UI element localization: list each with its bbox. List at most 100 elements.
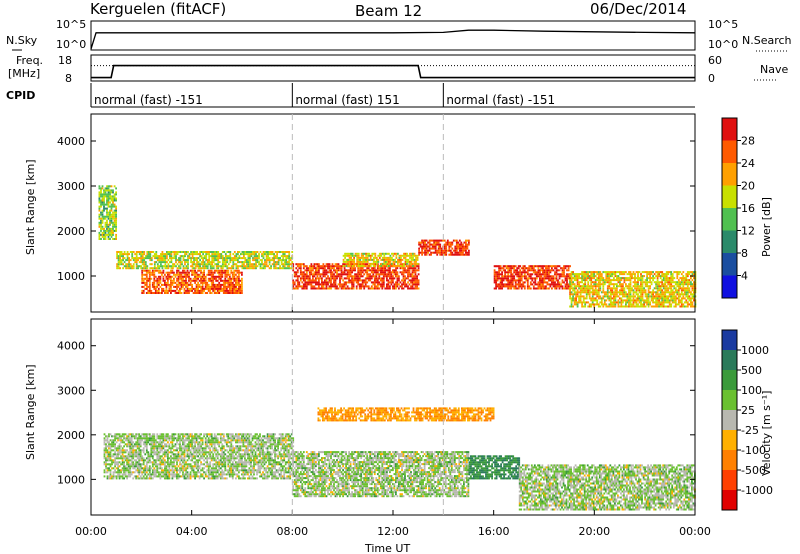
data-cell — [156, 257, 159, 260]
data-cell — [386, 265, 389, 267]
data-cell — [408, 279, 411, 282]
data-cell — [191, 269, 193, 272]
data-cell — [139, 455, 142, 458]
data-cell — [113, 219, 116, 222]
data-cell — [519, 281, 522, 284]
data-cell — [635, 299, 638, 302]
data-cell — [161, 283, 163, 286]
data-cell — [129, 447, 132, 450]
data-cell — [170, 255, 173, 258]
data-cell — [230, 281, 233, 284]
data-cell — [460, 253, 463, 256]
data-cell — [655, 293, 657, 296]
data-cell — [343, 287, 346, 290]
data-cell — [170, 253, 173, 256]
data-cell — [296, 277, 299, 280]
noise-panel: N.Sky 10^5 10^0 10^5 10^0 N.Search — [6, 18, 792, 52]
data-cell — [112, 199, 114, 202]
data-cell — [103, 231, 105, 234]
data-cell — [138, 467, 141, 470]
data-cell — [688, 281, 691, 284]
data-cell — [588, 303, 591, 306]
data-cell — [187, 267, 189, 270]
data-cell — [156, 283, 159, 286]
data-cell — [215, 263, 218, 266]
data-cell — [390, 283, 393, 286]
data-cell — [611, 293, 614, 296]
data-cell — [525, 275, 528, 278]
data-cell — [113, 197, 116, 200]
data-cell — [539, 281, 541, 284]
data-cell — [138, 465, 141, 468]
data-cell — [210, 281, 213, 284]
data-cell — [176, 259, 179, 262]
data-cell — [264, 251, 266, 253]
data-cell — [462, 247, 464, 250]
data-cell — [342, 263, 344, 266]
data-cell — [676, 281, 679, 284]
data-cell — [584, 305, 587, 308]
data-cell — [147, 253, 150, 256]
data-cell — [201, 275, 204, 278]
data-cell — [211, 253, 214, 256]
data-cell — [265, 255, 268, 258]
data-cell — [676, 273, 679, 276]
data-cell — [613, 305, 615, 308]
data-cell — [141, 433, 144, 436]
data-cell — [126, 449, 128, 452]
data-cell — [656, 293, 659, 296]
data-cell — [386, 285, 388, 288]
data-cell — [597, 295, 600, 298]
data-cell — [594, 299, 597, 302]
data-cell — [414, 265, 417, 268]
data-cell — [354, 273, 356, 276]
data-cell — [166, 253, 168, 256]
data-cell — [103, 229, 105, 232]
data-cell — [454, 239, 457, 242]
data-cell — [640, 303, 642, 306]
data-cell — [112, 459, 115, 462]
data-cell — [233, 285, 236, 288]
data-cell — [608, 283, 611, 286]
data-cell — [643, 303, 645, 306]
data-cell — [495, 279, 497, 282]
data-cell — [288, 261, 291, 264]
data-cell — [388, 260, 390, 263]
data-cell — [336, 269, 338, 272]
data-cell — [394, 258, 396, 261]
data-cell — [649, 303, 651, 306]
data-cell — [632, 285, 635, 288]
data-cell — [392, 287, 394, 290]
data-cell — [136, 447, 139, 450]
data-cell — [116, 265, 118, 268]
data-cell — [366, 285, 369, 288]
data-cell — [576, 273, 579, 276]
data-cell — [569, 295, 571, 298]
data-cell — [667, 291, 670, 294]
data-cell — [625, 299, 627, 302]
data-cell — [160, 259, 162, 262]
data-cell — [625, 291, 627, 294]
data-cell — [173, 265, 176, 268]
data-cell — [118, 469, 121, 472]
data-cell — [502, 279, 505, 282]
data-cell — [346, 285, 349, 288]
data-cell — [593, 303, 596, 306]
data-cell — [585, 271, 588, 274]
data-cell — [632, 297, 635, 300]
data-cell — [572, 287, 574, 290]
data-cell — [368, 262, 371, 265]
data-cell — [399, 271, 402, 274]
data-cell — [127, 437, 130, 440]
data-cell — [223, 257, 226, 260]
data-cell — [346, 271, 349, 274]
data-cell — [295, 287, 298, 290]
data-cell — [193, 261, 195, 264]
data-cell — [346, 275, 349, 278]
data-cell — [392, 265, 395, 267]
data-cell — [683, 305, 686, 308]
noise-ytick-right-bottom: 10^0 — [708, 38, 738, 51]
data-cell — [357, 258, 360, 261]
data-cell — [161, 267, 164, 270]
data-cell — [605, 281, 608, 284]
